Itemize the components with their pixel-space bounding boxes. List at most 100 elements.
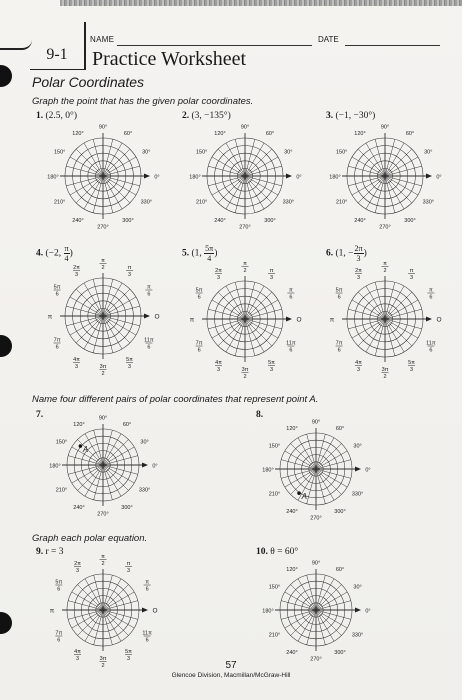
polar-grid-problem-3[interactable]: 0° 30° 60° 90° 120° 150° 180° 210° 240° 270° 300° 3… <box>317 108 453 244</box>
polar-grid-problem-7[interactable]: 0° 30° 60° 90° 120° 150° 180° 210° 240° 270° 300° 3… <box>37 399 169 531</box>
angle-label-denominator: 2 <box>101 663 104 669</box>
grid-ray <box>71 609 104 629</box>
polar-grid-lines <box>60 133 150 219</box>
name-field[interactable] <box>117 45 312 46</box>
grid-ray <box>68 600 104 611</box>
grid-ray <box>225 142 246 177</box>
angle-label-numerator: 2π <box>74 561 81 567</box>
instruction-graph-equation: Graph each polar equation. <box>32 533 148 544</box>
grid-ray <box>225 285 246 320</box>
grid-ray <box>374 282 386 320</box>
polar-axis-arrow <box>142 607 148 613</box>
grid-ray <box>351 156 386 177</box>
angle-label: 240° <box>286 650 297 656</box>
grid-ray <box>244 139 256 177</box>
polar-grid-problem-8[interactable]: 0° 30° 60° 90° 120° 150° 180° 210° 240° 270° 300° 3… <box>250 403 382 535</box>
grid-ray <box>102 315 137 336</box>
grid-ray <box>384 156 419 177</box>
polar-grid-problem-1[interactable]: 0° 30° 60° 90° 120° 150° 180° 210° 240° 270° 300° 3… <box>35 108 171 244</box>
problem-text: (3, −135°) <box>191 111 231 121</box>
grid-ray <box>384 318 419 339</box>
problem-number: 9. <box>36 547 44 557</box>
angle-label-numerator: π <box>147 285 151 291</box>
date-field[interactable] <box>345 45 440 46</box>
grid-ray <box>315 434 326 470</box>
grid-ray <box>384 318 396 356</box>
angle-label-numerator: π <box>128 265 132 271</box>
grid-ray <box>374 175 386 213</box>
grid-ray <box>281 609 317 620</box>
grid-ray <box>244 175 256 213</box>
angle-label-numerator: 5π <box>126 357 133 363</box>
angle-label-denominator: 3 <box>270 275 273 281</box>
polar-grid-problem-10[interactable]: 0° 30° 60° 90° 120° 150° 180° 210° 240° 270° 300° 3… <box>250 544 382 676</box>
grid-ray <box>208 175 246 187</box>
grid-ray <box>234 175 246 213</box>
grid-ray <box>211 175 246 196</box>
grid-ray <box>83 142 104 177</box>
angle-label: 120° <box>72 131 83 137</box>
angle-label-numerator: 5π <box>408 360 415 366</box>
angle-label-numerator: 4π <box>215 360 222 366</box>
lesson-number: 9-1 <box>30 40 85 70</box>
grid-ray <box>244 285 265 320</box>
grid-ray <box>290 609 317 636</box>
grid-ray <box>281 459 317 470</box>
angle-label-numerator: 4π <box>74 649 81 655</box>
grid-ray <box>102 142 123 177</box>
grid-ray <box>102 148 131 177</box>
grid-ray <box>384 318 405 353</box>
grid-ray <box>315 468 335 501</box>
angle-label-denominator: 3 <box>127 568 130 574</box>
grid-ray <box>315 443 342 470</box>
problem-number: 5. <box>182 248 190 259</box>
page-number: 57 <box>225 660 237 671</box>
grid-ray <box>69 315 104 336</box>
grid-ray <box>374 139 386 177</box>
problem-5: 5. (1, 5π 4) <box>182 244 217 263</box>
grid-ray <box>217 148 246 177</box>
grid-ray <box>84 578 104 611</box>
polar-axis-arrow <box>286 316 292 322</box>
angle-label: 300° <box>122 218 133 224</box>
grid-ray <box>315 468 342 495</box>
grid-ray <box>315 468 326 504</box>
grid-ray <box>315 437 335 470</box>
grid-ray <box>102 584 129 611</box>
angle-label: 270° <box>379 225 390 231</box>
angle-label: 90° <box>312 561 320 567</box>
grid-ray <box>244 318 279 339</box>
grid-ray <box>84 609 104 642</box>
grid-ray <box>244 175 273 204</box>
grid-ray <box>68 609 104 620</box>
angle-label: 240° <box>73 505 84 511</box>
angle-label-denominator: 6 <box>147 345 150 351</box>
grid-ray <box>77 464 104 491</box>
angle-label-numerator: π <box>101 258 105 264</box>
angle-label: 240° <box>214 218 225 224</box>
grid-ray <box>244 156 279 177</box>
angle-label: 60° <box>406 131 414 137</box>
grid-ray <box>244 282 256 320</box>
angle-label: 180° <box>329 175 340 181</box>
grid-ray <box>234 282 246 320</box>
grid-ray <box>102 175 140 187</box>
polar-axis-arrow <box>144 313 150 319</box>
grid-ray <box>306 468 317 504</box>
grid-ray <box>66 315 104 327</box>
angle-label: 180° <box>189 175 200 181</box>
grid-ray <box>208 165 246 177</box>
polar-grid-problem-2[interactable]: 0° 30° 60° 90° 120° 150° 180° 210° 240° 270° 300° 3… <box>177 108 313 244</box>
grid-ray <box>77 609 104 636</box>
angle-label-denominator: 6 <box>289 295 292 301</box>
angle-label-numerator: 5π <box>196 288 203 294</box>
angle-label-denominator: 6 <box>56 292 59 298</box>
grid-ray <box>102 446 135 466</box>
grid-ray <box>102 609 113 645</box>
grid-ray <box>234 318 246 356</box>
grid-ray <box>281 468 317 479</box>
